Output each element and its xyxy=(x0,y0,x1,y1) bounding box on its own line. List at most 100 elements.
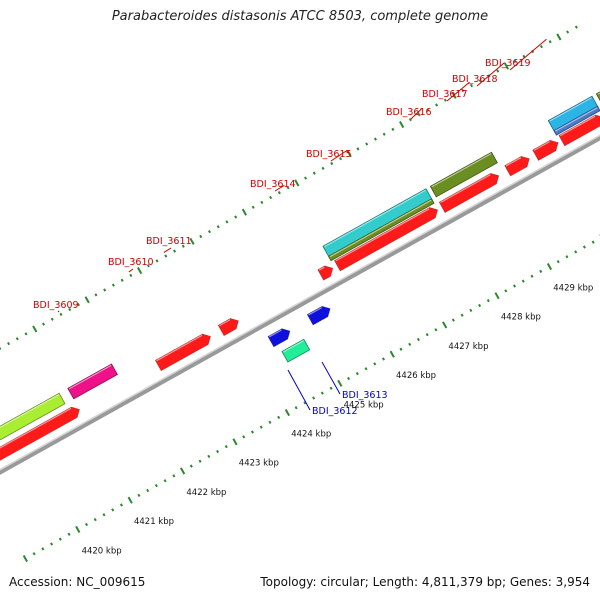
forward-tick-mark xyxy=(42,322,46,326)
forward-tick-mark xyxy=(15,337,19,341)
forward-tick-mark xyxy=(234,215,238,219)
scale-tick-mark xyxy=(329,386,333,390)
forward-tick-mark xyxy=(435,103,439,107)
forward-tick-mark xyxy=(76,303,80,307)
scale-tick-mark xyxy=(146,488,150,493)
scale-label: 4424 kbp xyxy=(291,430,331,440)
scale-tick-mark xyxy=(416,337,420,342)
gene-label: BDI_3613 xyxy=(342,390,388,401)
scale-tick-mark xyxy=(216,449,220,454)
label-leader-line xyxy=(274,184,285,192)
forward-tick-mark xyxy=(59,312,63,317)
label-leader-line xyxy=(163,247,172,253)
label-leader-line xyxy=(287,369,311,411)
gene-label: BDI_3615 xyxy=(306,149,352,160)
forward-tick-mark xyxy=(146,264,150,268)
gene-feature xyxy=(429,151,498,198)
forward-tick-mark xyxy=(260,200,264,205)
cds-reverse-feature-highlight xyxy=(268,329,282,338)
forward-tick-mark xyxy=(539,45,543,49)
scale-tick-mark xyxy=(22,555,28,563)
scale-tick-mark xyxy=(486,298,490,303)
scale-tick-mark xyxy=(137,493,141,497)
forward-tick-mark xyxy=(120,278,124,282)
scale-tick-mark xyxy=(207,454,211,458)
scale-tick-mark xyxy=(373,362,377,366)
forward-tick-mark xyxy=(443,98,447,102)
scale-label: 4425 kbp xyxy=(344,400,384,410)
gene-label: BDI_3619 xyxy=(485,58,531,69)
label-leader-line xyxy=(128,268,134,273)
forward-tick-mark xyxy=(294,179,300,187)
gene-label: BDI_3618 xyxy=(452,74,498,85)
forward-tick-mark xyxy=(68,307,72,312)
cds-forward-feature xyxy=(558,114,600,147)
label-leader-line xyxy=(476,62,505,87)
forward-tick-mark xyxy=(181,244,185,248)
forward-tick-mark xyxy=(277,191,281,195)
scale-tick-mark xyxy=(582,245,586,249)
forward-tick-mark xyxy=(426,108,430,112)
scale-label: 4428 kbp xyxy=(501,313,541,323)
forward-tick-mark xyxy=(32,325,38,333)
label-leader-line xyxy=(446,81,470,102)
scale-tick-mark xyxy=(565,255,569,259)
gene-reverse-feature-highlight xyxy=(283,340,304,353)
forward-tick-mark xyxy=(408,118,412,122)
cds-forward-feature-highlight xyxy=(318,266,325,271)
forward-tick-mark xyxy=(478,79,482,83)
forward-tick-mark xyxy=(399,120,405,129)
cds-forward-feature-highlight xyxy=(440,174,491,203)
gene-reverse-feature xyxy=(281,338,311,363)
scale-tick-mark xyxy=(180,467,186,475)
gene-label: BDI_3617 xyxy=(422,89,468,100)
scale-tick-mark xyxy=(259,425,263,429)
scale-tick-mark xyxy=(521,279,525,283)
forward-tick-mark xyxy=(496,69,500,73)
scale-label: 4422 kbp xyxy=(186,488,226,498)
scale-tick-mark xyxy=(242,435,246,439)
forward-tick-mark xyxy=(155,259,159,263)
gene-feature-highlight xyxy=(549,97,592,122)
scale-label: 4423 kbp xyxy=(239,459,279,469)
cds-forward-feature xyxy=(438,172,500,214)
scale-label: 4426 kbp xyxy=(396,371,436,381)
scale-tick-mark xyxy=(591,240,595,244)
gene-feature xyxy=(322,188,433,258)
forward-tick-mark xyxy=(556,33,562,41)
forward-tick-mark xyxy=(50,317,54,321)
forward-tick-mark xyxy=(548,40,552,44)
forward-tick-mark xyxy=(522,54,526,58)
forward-tick-mark xyxy=(84,296,90,304)
gene-label: BDI_3610 xyxy=(108,257,154,268)
scale-tick-mark xyxy=(189,464,193,468)
scale-tick-mark xyxy=(163,479,167,483)
gene-feature-highlight xyxy=(0,394,60,429)
gene-feature-underline-highlight xyxy=(329,199,432,258)
scale-tick-mark xyxy=(232,438,238,446)
scale-tick-mark xyxy=(460,313,464,317)
scale-tick-mark xyxy=(127,496,133,504)
cds-forward-feature-highlight xyxy=(533,141,550,151)
scale-tick-mark xyxy=(284,409,290,417)
scale-tick-mark xyxy=(451,318,455,322)
forward-tick-mark xyxy=(251,205,255,209)
label-leader-line xyxy=(330,149,348,162)
forward-tick-mark xyxy=(391,127,395,132)
gene-label: BDI_3616 xyxy=(386,107,432,118)
gene-label: BDI_3611 xyxy=(146,236,192,247)
scale-tick-mark xyxy=(250,430,254,434)
forward-tick-mark xyxy=(207,229,211,234)
forward-tick-mark xyxy=(321,166,325,170)
scale-tick-mark xyxy=(337,379,343,387)
scale-tick-mark xyxy=(154,483,158,488)
label-leader-line xyxy=(410,108,422,120)
cds-forward-feature xyxy=(532,139,559,162)
scale-tick-mark xyxy=(494,292,500,300)
forward-tick-mark xyxy=(304,176,308,180)
scale-tick-mark xyxy=(50,542,54,546)
forward-tick-mark xyxy=(269,195,273,200)
forward-tick-mark xyxy=(338,156,343,161)
scale-tick-mark xyxy=(469,308,473,312)
gene-label: BDI_3609 xyxy=(33,300,79,311)
